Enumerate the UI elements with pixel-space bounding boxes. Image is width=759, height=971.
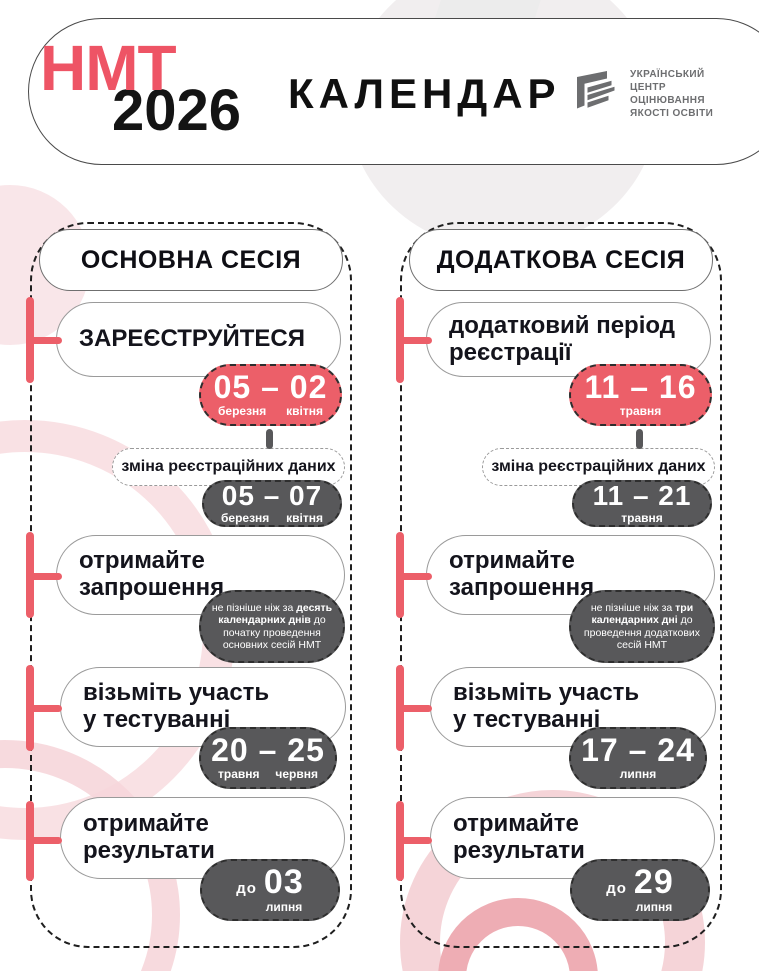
step-label: отримайте запрошення <box>449 547 595 601</box>
month-from: травня <box>218 767 260 782</box>
logo-text: УКРАЇНСЬКИЙ ЦЕНТР ОЦІНЮВАННЯ ЯКОСТІ ОСВІ… <box>630 68 713 120</box>
timeline-marker <box>396 532 432 618</box>
month: липня <box>619 767 657 782</box>
ucoqe-logo: УКРАЇНСЬКИЙ ЦЕНТР ОЦІНЮВАННЯ ЯКОСТІ ОСВІ… <box>574 68 713 120</box>
step-change-registration-data: зміна реєстраційних даних <box>482 448 715 486</box>
month: липня <box>265 900 303 915</box>
date-range: 20 – 25 <box>211 732 325 769</box>
timeline-marker <box>396 665 432 751</box>
logo-line: УКРАЇНСЬКИЙ <box>630 69 705 80</box>
date-badge-change-data: 11 – 21 травня <box>572 480 712 527</box>
step-label: візьміть участь у тестуванні <box>453 679 640 733</box>
timeline-marker <box>26 532 62 618</box>
timeline-marker <box>26 665 62 751</box>
date-range: 11 – 21 <box>592 479 692 511</box>
date-range: 11 – 16 <box>584 369 697 406</box>
date-badge-testing: 17 – 24 липня <box>569 727 707 789</box>
month: травня <box>621 510 663 525</box>
date-badge-registration: 05 – 02 березня квітня <box>199 364 342 426</box>
month-from: березня <box>221 510 270 525</box>
date-badge-testing: 20 – 25 травня червня <box>199 727 337 789</box>
timeline-marker <box>396 297 432 383</box>
column-main-session: ОСНОВНА СЕСІЯ ЗАРЕЄСТРУЙТЕСЯ 05 – 02 бер… <box>26 222 352 948</box>
month: травня <box>619 404 662 419</box>
step-label: зміна реєстраційних даних <box>121 458 336 476</box>
step-label: отримайте результати <box>453 810 585 864</box>
connector-bar <box>636 429 643 449</box>
invitation-note-bubble: не пізніше ніж за три календарних дні до… <box>569 590 715 663</box>
header-banner <box>28 18 759 165</box>
deadline-day: 03 <box>263 863 304 902</box>
connector-bar <box>266 429 273 449</box>
note-text: не пізніше ніж за три календарних дні до… <box>583 601 701 651</box>
logo-line: ЯКОСТІ ОСВІТИ <box>630 108 714 119</box>
step-label: отримайте запрошення <box>79 547 225 601</box>
date-range: 05 – 02 <box>213 369 328 406</box>
month-to: квітня <box>286 510 323 525</box>
date-range: 05 – 07 <box>221 479 323 511</box>
brand-year: 2026 <box>112 78 242 143</box>
date-badge-registration: 11 – 16 травня <box>569 364 712 426</box>
step-label: зміна реєстраційних даних <box>491 458 706 476</box>
month-to: квітня <box>286 404 323 419</box>
step-label: додатковий період реєстрації <box>449 311 675 366</box>
month-from: березня <box>218 404 267 419</box>
step-label: ЗАРЕЄСТРУЙТЕСЯ <box>79 325 305 353</box>
deadline-prefix: до <box>236 880 257 898</box>
timeline-marker <box>396 801 432 881</box>
brand-nmt: НМТ <box>40 32 177 104</box>
date-range: 17 – 24 <box>581 732 695 769</box>
step-label: отримайте результати <box>83 810 215 864</box>
logo-line: ЦЕНТР <box>630 82 666 93</box>
column-additional-session: ДОДАТКОВА СЕСІЯ додатковий період реєстр… <box>396 222 722 948</box>
session-title-main: ОСНОВНА СЕСІЯ <box>39 229 343 291</box>
open-book-logo-icon <box>574 69 622 120</box>
deadline-prefix: до <box>606 880 627 898</box>
deadline-day: 29 <box>633 863 674 902</box>
date-badge-results: до 29 липня <box>570 859 710 921</box>
step-register: ЗАРЕЄСТРУЙТЕСЯ <box>56 302 341 377</box>
timeline-marker <box>26 801 62 881</box>
invitation-note-bubble: не пізніше ніж за десять календарних дні… <box>199 590 345 663</box>
date-badge-results: до 03 липня <box>200 859 340 921</box>
step-testing: візьміть участь у тестуванні <box>430 667 716 747</box>
page-title: КАЛЕНДАР <box>288 70 561 117</box>
step-change-registration-data: зміна реєстраційних даних <box>112 448 345 486</box>
month-to: червня <box>275 767 318 782</box>
note-text: не пізніше ніж за десять календарних дні… <box>211 601 333 651</box>
month: липня <box>635 900 673 915</box>
step-results: отримайте результати <box>430 797 715 879</box>
session-title-additional: ДОДАТКОВА СЕСІЯ <box>409 229 713 291</box>
step-label: візьміть участь у тестуванні <box>83 679 270 733</box>
logo-line: ОЦІНЮВАННЯ <box>630 95 705 106</box>
date-badge-change-data: 05 – 07 березня квітня <box>202 480 342 527</box>
timeline-marker <box>26 297 62 383</box>
